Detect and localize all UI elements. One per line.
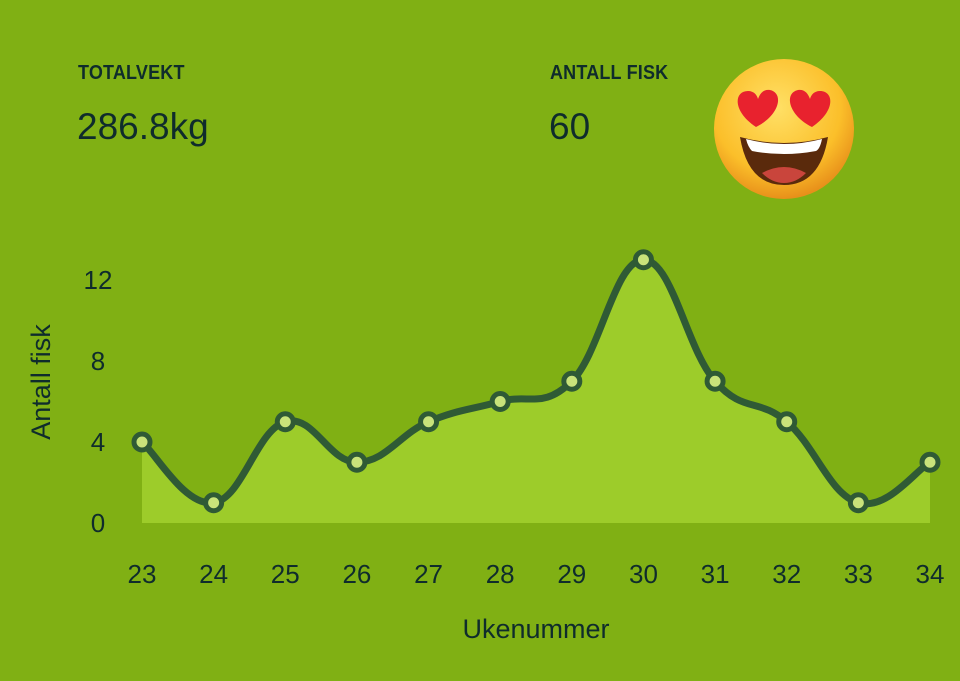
data-point [274,411,296,433]
data-point [131,431,153,453]
data-point [919,451,941,473]
total-weight-value: 286.8kg [77,106,209,147]
y-axis-title: Antall fisk [26,324,56,440]
data-point [632,249,654,271]
data-point [561,370,583,392]
x-tick-label: 26 [342,559,371,589]
y-tick-label: 8 [91,346,105,376]
data-point [346,451,368,473]
x-tick-label: 32 [772,559,801,589]
x-tick-label: 28 [486,559,515,589]
x-tick-label: 34 [916,559,945,589]
heart-eyes-emoji-icon [714,59,854,199]
data-point [847,492,869,514]
area-fill [142,259,930,523]
data-point [776,411,798,433]
y-tick-label: 12 [84,265,113,295]
x-tick-label: 23 [128,559,157,589]
x-tick-label: 29 [557,559,586,589]
x-tick-label: 30 [629,559,658,589]
x-tick-label: 33 [844,559,873,589]
data-point [418,411,440,433]
total-weight-label: TOTALVEKT [78,62,185,84]
fish-count-label: ANTALL FISK [550,62,669,84]
data-point [704,370,726,392]
x-tick-label: 31 [701,559,730,589]
fish-count-value: 60 [549,106,591,147]
x-axis-title: Ukenummer [462,614,609,644]
x-tick-label: 25 [271,559,300,589]
y-tick-label: 0 [91,508,105,538]
x-tick-label: 27 [414,559,443,589]
x-tick-label: 24 [199,559,228,589]
y-tick-label: 4 [91,427,105,457]
data-point [489,391,511,412]
data-point [203,492,225,514]
